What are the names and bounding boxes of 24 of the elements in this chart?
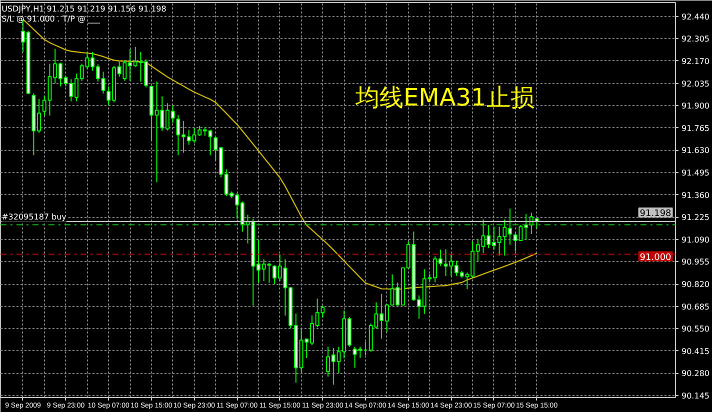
y-tick-label: 92.035 bbox=[682, 79, 710, 88]
y-tick-label: 92.170 bbox=[682, 56, 710, 66]
y-tick-label: 90.685 bbox=[682, 302, 710, 312]
y-tick-label: 92.440 bbox=[682, 12, 710, 22]
y-tick-label: 90.820 bbox=[682, 280, 710, 290]
ref-line-label: 91.198 bbox=[640, 209, 672, 220]
ref-line-label: 91.000 bbox=[640, 252, 672, 263]
y-tick-label: 91.630 bbox=[682, 146, 710, 156]
y-tick-label: 91.765 bbox=[682, 124, 710, 133]
chart-title: USDJPY,H1 91.215 91.219 91.156 91.198 bbox=[2, 4, 166, 14]
y-tick-label: 90.415 bbox=[682, 346, 710, 356]
y-tick-label: 90.550 bbox=[682, 324, 710, 334]
y-tick-label: 91.900 bbox=[682, 102, 710, 111]
y-tick-label: 91.225 bbox=[682, 213, 710, 222]
y-tick-label: 91.495 bbox=[682, 168, 710, 178]
y-tick-label: 90.280 bbox=[682, 369, 710, 378]
y-tick-label: 91.090 bbox=[682, 235, 710, 244]
y-tick-label: 92.305 bbox=[682, 34, 710, 44]
ref-line-label: #32095187 buy bbox=[2, 212, 67, 222]
text: S/L @ 91.000 . T/P @ ___ bbox=[2, 14, 101, 24]
y-tick-label: 91.360 bbox=[682, 190, 710, 200]
y-tick-label: 90.955 bbox=[682, 258, 710, 267]
y-tick-label: 90.145 bbox=[682, 392, 710, 401]
annotation: 均线EMA31止损 bbox=[354, 84, 534, 112]
